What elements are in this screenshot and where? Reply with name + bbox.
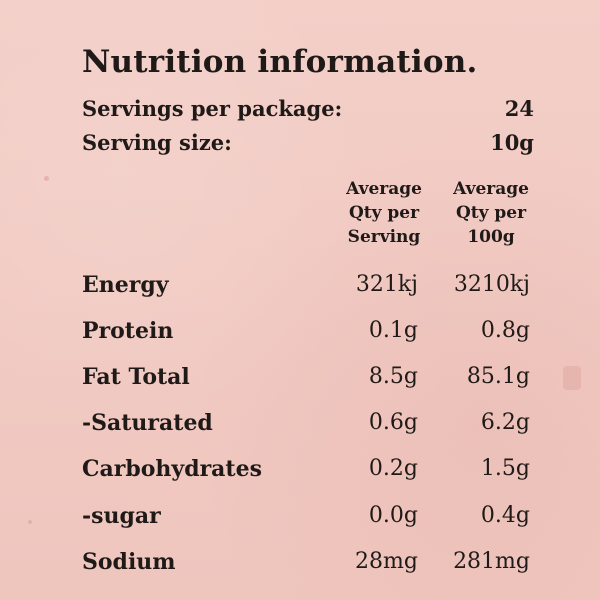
serving-size-value: 10g [490, 130, 534, 155]
per-serving-value: 8.5g [368, 364, 418, 389]
nutrient-name: Fat Total [82, 364, 190, 390]
per-100g-value: 281mg [453, 549, 530, 574]
column-header-per-serving: Average Qty per Serving [346, 179, 422, 247]
servings-per-package-label: Servings per package: [82, 96, 343, 121]
paper-speck [44, 176, 49, 181]
per-serving-value: 0.6g [368, 410, 418, 435]
per-serving-value: 321kj [355, 272, 418, 297]
per-serving-value: 0.2g [368, 456, 418, 481]
nutrient-row: Protein 0.1g 0.8g [82, 318, 534, 348]
per-100g-value: 6.2g [480, 410, 530, 435]
per-serving-value: 28mg [355, 549, 418, 574]
nutrient-name: Energy [82, 272, 169, 298]
nutrient-name: Carbohydrates [82, 456, 262, 482]
nutrient-name: Protein [82, 318, 174, 344]
servings-per-package-row: Servings per package: 24 [82, 96, 534, 121]
nutrient-row: Sodium 28mg 281mg [82, 549, 534, 579]
column-header-per-100g: Average Qty per 100g [453, 179, 529, 247]
per-100g-value: 85.1g [466, 364, 530, 389]
nutrient-name: Sodium [82, 549, 176, 575]
serving-size-row: Serving size: 10g [82, 130, 534, 155]
label-title: Nutrition information. [82, 44, 478, 80]
per-serving-value: 0.0g [368, 503, 418, 528]
per-100g-value: 0.8g [480, 318, 530, 343]
paper-speck [563, 366, 581, 390]
nutrient-name: -Saturated [82, 410, 213, 436]
per-100g-value: 1.5g [480, 456, 530, 481]
per-serving-value: 0.1g [368, 318, 418, 343]
per-100g-value: 3210kj [453, 272, 530, 297]
nutrient-name: -sugar [82, 503, 161, 529]
paper-speck [28, 520, 32, 524]
servings-per-package-value: 24 [504, 96, 534, 121]
nutrient-row: -sugar 0.0g 0.4g [82, 503, 534, 533]
serving-size-label: Serving size: [82, 130, 232, 155]
nutrient-row: Carbohydrates 0.2g 1.5g [82, 456, 534, 486]
nutrient-row: Fat Total 8.5g 85.1g [82, 364, 534, 394]
nutrient-row: -Saturated 0.6g 6.2g [82, 410, 534, 440]
per-100g-value: 0.4g [480, 503, 530, 528]
nutrient-row: Energy 321kj 3210kj [82, 272, 534, 302]
